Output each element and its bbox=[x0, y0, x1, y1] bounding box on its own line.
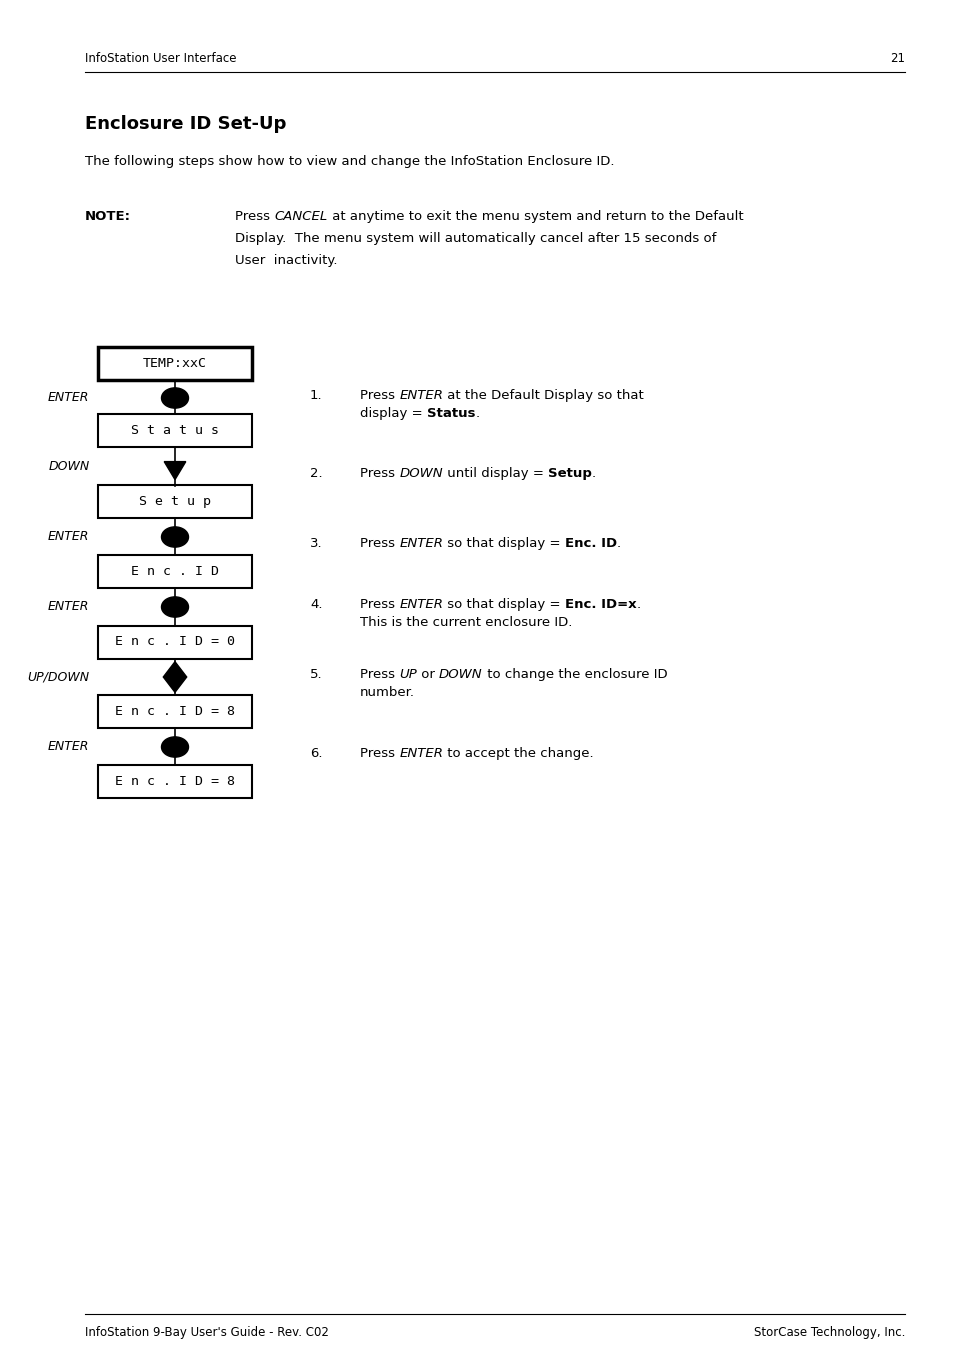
Text: ENTER: ENTER bbox=[48, 392, 90, 404]
Text: E n c . I D: E n c . I D bbox=[131, 565, 219, 579]
Text: .: . bbox=[591, 467, 596, 481]
Bar bbox=[97, 348, 253, 381]
Text: ENTER: ENTER bbox=[399, 747, 443, 760]
Text: .: . bbox=[636, 598, 640, 611]
Text: 2.: 2. bbox=[310, 467, 322, 481]
Text: CANCEL: CANCEL bbox=[274, 209, 327, 223]
Text: E n c . I D = 8: E n c . I D = 8 bbox=[115, 775, 234, 789]
Text: 4.: 4. bbox=[310, 598, 322, 611]
Text: at anytime to exit the menu system and return to the Default: at anytime to exit the menu system and r… bbox=[327, 209, 742, 223]
Text: 6.: 6. bbox=[310, 747, 322, 760]
Text: DOWN: DOWN bbox=[49, 460, 90, 474]
Text: Press: Press bbox=[359, 747, 399, 760]
Bar bbox=[97, 415, 253, 448]
Text: number.: number. bbox=[359, 686, 415, 700]
Text: NOTE:: NOTE: bbox=[85, 209, 131, 223]
Text: ENTER: ENTER bbox=[399, 598, 443, 611]
Text: Press: Press bbox=[234, 209, 274, 223]
Text: or: or bbox=[416, 668, 438, 680]
Text: so that display =: so that display = bbox=[443, 537, 564, 550]
Text: Press: Press bbox=[359, 537, 399, 550]
Text: to change the enclosure ID: to change the enclosure ID bbox=[482, 668, 667, 680]
Text: Enclosure ID Set-Up: Enclosure ID Set-Up bbox=[85, 115, 286, 133]
Text: ENTER: ENTER bbox=[48, 531, 90, 543]
Text: User  inactivity.: User inactivity. bbox=[234, 255, 337, 267]
Bar bbox=[97, 626, 253, 658]
Text: .: . bbox=[617, 537, 620, 550]
Text: Enc. ID: Enc. ID bbox=[564, 537, 617, 550]
Text: This is the current enclosure ID.: This is the current enclosure ID. bbox=[359, 616, 572, 628]
Text: E n c . I D = 8: E n c . I D = 8 bbox=[115, 705, 234, 719]
Text: ENTER: ENTER bbox=[48, 741, 90, 753]
Bar bbox=[97, 765, 253, 798]
Text: Press: Press bbox=[359, 598, 399, 611]
Text: StorCase Technology, Inc.: StorCase Technology, Inc. bbox=[753, 1327, 904, 1339]
Bar bbox=[97, 486, 253, 519]
Text: DOWN: DOWN bbox=[438, 668, 482, 680]
Text: Display.  The menu system will automatically cancel after 15 seconds of: Display. The menu system will automatica… bbox=[234, 231, 716, 245]
Text: DOWN: DOWN bbox=[399, 467, 442, 481]
Polygon shape bbox=[163, 661, 187, 693]
Text: ENTER: ENTER bbox=[399, 537, 443, 550]
Text: at the Default Display so that: at the Default Display so that bbox=[443, 389, 643, 402]
Bar bbox=[97, 556, 253, 589]
Text: Press: Press bbox=[359, 389, 399, 402]
Text: Press: Press bbox=[359, 467, 399, 481]
Text: to accept the change.: to accept the change. bbox=[443, 747, 594, 760]
Text: S t a t u s: S t a t u s bbox=[131, 424, 219, 438]
Text: S e t u p: S e t u p bbox=[139, 496, 211, 508]
Bar bbox=[97, 695, 253, 728]
Text: ENTER: ENTER bbox=[399, 389, 443, 402]
Text: Press: Press bbox=[359, 668, 399, 680]
Text: .: . bbox=[475, 407, 479, 420]
Text: Status: Status bbox=[426, 407, 475, 420]
Text: display =: display = bbox=[359, 407, 426, 420]
Text: 3.: 3. bbox=[310, 537, 322, 550]
Text: 21: 21 bbox=[889, 52, 904, 64]
Text: InfoStation User Interface: InfoStation User Interface bbox=[85, 52, 236, 64]
Text: Enc. ID=x: Enc. ID=x bbox=[564, 598, 636, 611]
Text: TEMP:xxC: TEMP:xxC bbox=[143, 357, 207, 371]
Ellipse shape bbox=[161, 527, 189, 548]
Text: 5.: 5. bbox=[310, 668, 322, 680]
Text: until display =: until display = bbox=[442, 467, 547, 481]
Polygon shape bbox=[164, 461, 186, 479]
Text: so that display =: so that display = bbox=[443, 598, 564, 611]
Text: InfoStation 9-Bay User's Guide - Rev. C02: InfoStation 9-Bay User's Guide - Rev. C0… bbox=[85, 1327, 329, 1339]
Text: UP: UP bbox=[399, 668, 416, 680]
Ellipse shape bbox=[161, 387, 189, 408]
Ellipse shape bbox=[161, 737, 189, 757]
Text: E n c . I D = 0: E n c . I D = 0 bbox=[115, 635, 234, 649]
Ellipse shape bbox=[161, 597, 189, 617]
Text: UP/DOWN: UP/DOWN bbox=[28, 671, 90, 683]
Text: ENTER: ENTER bbox=[48, 601, 90, 613]
Text: The following steps show how to view and change the InfoStation Enclosure ID.: The following steps show how to view and… bbox=[85, 155, 614, 168]
Text: 1.: 1. bbox=[310, 389, 322, 402]
Text: Setup: Setup bbox=[547, 467, 591, 481]
